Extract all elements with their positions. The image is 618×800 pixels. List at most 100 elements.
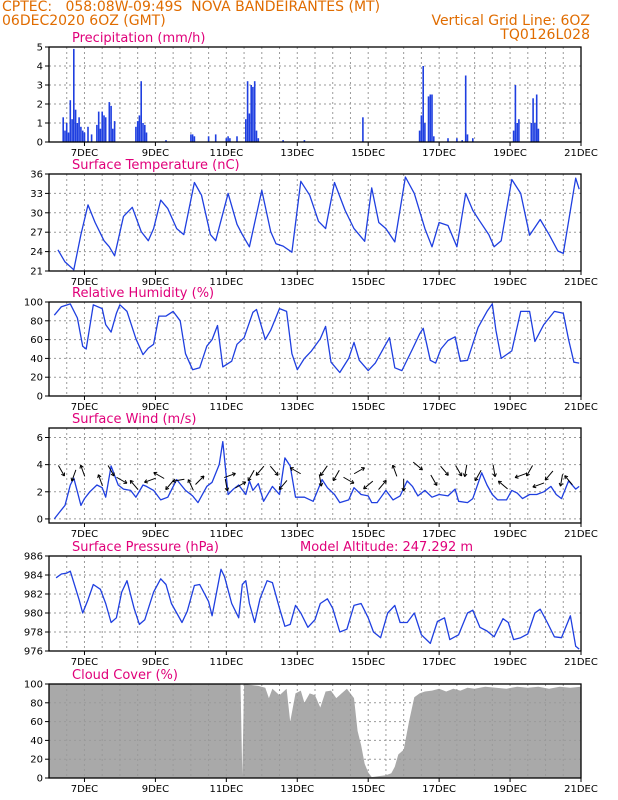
x-tick-label: 13DEC — [280, 657, 314, 668]
x-tick-label: 11DEC — [209, 657, 243, 668]
wind-arrow — [392, 464, 398, 477]
wind-arrow-head — [532, 484, 537, 489]
x-tick-label: 19DEC — [493, 784, 527, 795]
precip-bar — [255, 130, 258, 142]
wind-arrow-head — [444, 471, 449, 476]
wind-arrow-head — [200, 475, 205, 480]
precip-bar — [431, 94, 433, 142]
precip-bar — [83, 132, 86, 142]
y-tick-label: 0 — [37, 392, 43, 403]
precip-bar — [87, 126, 89, 142]
x-tick-label: 13DEC — [280, 529, 314, 540]
wind-panel: 0 2 4 6 7DEC 9DEC 11DEC 13DEC 15DEC 17DEC 19DEC 21D… — [37, 412, 598, 540]
wind-arrow — [144, 477, 156, 483]
y-tick-label: 21 — [30, 267, 43, 278]
precip-bar — [537, 128, 540, 142]
wind-arrow-head — [391, 464, 396, 469]
wind-arrow — [498, 480, 508, 490]
x-tick-label: 11DEC — [209, 784, 243, 795]
wind-arrow — [544, 470, 554, 481]
wind-arrow-head — [361, 467, 365, 472]
wind-arrow — [318, 474, 322, 487]
wind-arrow-head — [110, 472, 115, 477]
precip-bar — [214, 134, 217, 142]
y-tick-label: 0 — [37, 138, 43, 149]
x-tick-label: 19DEC — [493, 529, 527, 540]
wind-arrow-head — [458, 472, 463, 477]
precip-bar — [99, 128, 102, 142]
x-tick-label: 15DEC — [351, 657, 385, 668]
y-tick-label: 20 — [30, 373, 43, 384]
y-tick-label: 20 — [30, 755, 43, 766]
precip-bar — [112, 128, 114, 142]
precip-bar — [245, 119, 247, 142]
precip-bar — [303, 140, 306, 142]
humidity-frame — [48, 301, 582, 397]
y-tick-label: 978 — [24, 628, 43, 639]
wind-arrow — [290, 467, 301, 475]
wind-arrow — [165, 480, 174, 490]
y-tick-label: 60 — [30, 335, 43, 346]
wind-arrow-head — [382, 479, 387, 484]
precip-bar — [193, 136, 196, 142]
wind-arrow — [412, 461, 423, 471]
wind-arrow — [514, 472, 527, 479]
wind-arrow-head — [564, 475, 569, 480]
humidity-panel: 0 20 40 60 80 100 7DEC 9DEC 11DEC 13DEC 15DEC 17DEC… — [24, 286, 598, 413]
precip-bar — [464, 75, 467, 142]
x-tick-label: 11DEC — [209, 529, 243, 540]
y-tick-label: 30 — [30, 208, 43, 219]
precip-bar — [90, 134, 93, 142]
y-tick-label: 4 — [37, 460, 43, 471]
wind-arrow — [363, 480, 374, 490]
precip-bar — [236, 136, 238, 142]
precip-bar — [250, 85, 252, 142]
precip-bar — [227, 136, 229, 142]
wind-arrow-head — [123, 479, 128, 484]
wind-arrow — [332, 470, 340, 481]
cloud-cover-panel: 0 20 40 60 80 100 7DEC 9DEC 11DEC 13DEC 15DEC 17DEC… — [24, 668, 598, 795]
wind-arrow — [343, 476, 355, 484]
precip-bar — [532, 98, 534, 142]
wind-arrow-head — [544, 476, 549, 481]
x-tick-label: 21DEC — [564, 529, 598, 540]
wind-arrow — [526, 465, 534, 477]
precip-bar — [257, 138, 260, 142]
precip-bar — [418, 130, 421, 142]
wind-arrow-head — [363, 485, 368, 490]
temperature-title: Surface Temperature (nC) — [72, 158, 240, 173]
wind-arrow-head — [153, 471, 158, 476]
precip-bar — [246, 81, 249, 142]
precip-bar — [472, 138, 474, 142]
precip-bar — [145, 132, 148, 142]
y-tick-label: 33 — [30, 189, 43, 200]
x-tick-label: 11DEC — [209, 277, 243, 288]
x-tick-label: 19DEC — [493, 148, 527, 159]
precip-bar — [103, 115, 105, 142]
wind-arrow-head — [318, 482, 324, 487]
y-tick-label: 986 — [24, 552, 43, 563]
precip-bar — [110, 105, 112, 142]
precip-bar — [113, 121, 116, 142]
wind-arrow-head — [497, 480, 502, 485]
y-tick-label: 4 — [37, 62, 43, 73]
wind-arrow-head — [401, 487, 406, 492]
wind-arrow — [153, 472, 165, 479]
x-tick-label: 17DEC — [422, 529, 456, 540]
wind-arrow — [440, 465, 449, 476]
wind-arrow-head — [350, 479, 355, 484]
wind-arrow — [532, 482, 545, 488]
precip-bar — [225, 138, 228, 142]
x-tick-label: 9DEC — [142, 784, 169, 795]
precip-bar — [96, 124, 98, 142]
x-tick-label: 17DEC — [422, 784, 456, 795]
wind-frame — [48, 427, 582, 524]
wind-arrow-head — [289, 467, 294, 472]
wind-arrow — [80, 464, 86, 477]
precip-bar — [252, 86, 254, 142]
wind-title: Surface Wind (m/s) — [72, 412, 196, 427]
x-tick-label: 17DEC — [422, 402, 456, 413]
precip-bar — [420, 115, 423, 142]
y-tick-label: 982 — [24, 590, 43, 601]
